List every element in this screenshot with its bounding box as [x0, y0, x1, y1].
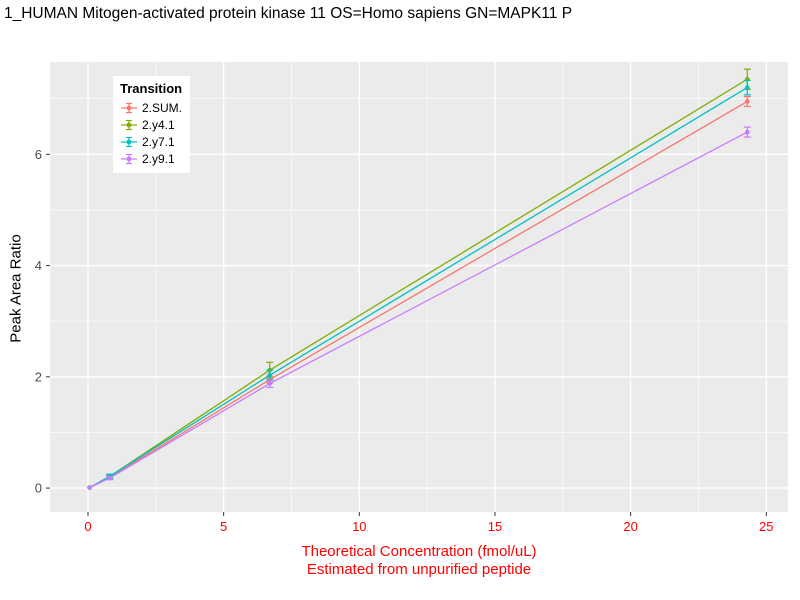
legend-entries: 2.SUM. 2.y4.1 2.y7.1 2.y9.1 [120, 99, 182, 167]
legend-key-icon [121, 136, 137, 147]
data-point [87, 485, 92, 490]
x-axis-title: Theoretical Concentration (fmol/uL) Esti… [50, 543, 788, 579]
y-tick-label: 2 [35, 369, 42, 384]
legend-key-icon [121, 153, 137, 164]
x-tick-label: 20 [623, 519, 637, 534]
legend: Transition 2.SUM. 2.y4.1 2.y7.1 2.y9.1 [113, 76, 191, 173]
legend-entry-label: 2.y9.1 [142, 151, 175, 166]
data-point [267, 372, 273, 378]
data-point [745, 85, 750, 90]
legend-entry: 2.SUM. [120, 99, 182, 116]
legend-title: Transition [120, 81, 183, 96]
data-point [745, 129, 750, 135]
x-axis-title-line1: Theoretical Concentration (fmol/uL) [301, 543, 537, 560]
series-line [89, 131, 748, 489]
series-line [89, 87, 748, 489]
x-tick-label: 10 [352, 519, 366, 534]
x-tick-label: 25 [759, 519, 773, 534]
x-tick-label: 15 [488, 519, 502, 534]
data-point [107, 475, 112, 481]
legend-entry-label: 2.SUM. [142, 100, 183, 115]
y-tick-label: 0 [35, 481, 42, 496]
legend-entry: 2.y9.1 [120, 150, 182, 167]
y-tick-label: 6 [35, 147, 42, 162]
legend-entry-label: 2.y4.1 [142, 117, 175, 132]
data-point [745, 99, 750, 104]
x-axis-title-line2: Estimated from unpurified peptide [306, 561, 532, 578]
legend-key-icon [121, 102, 137, 113]
legend-entry: 2.y7.1 [120, 133, 182, 150]
y-axis-title: Peak Area Ratio [7, 234, 25, 343]
x-tick-label: 0 [84, 519, 91, 534]
x-tick-label: 5 [220, 519, 227, 534]
legend-entry: 2.y4.1 [120, 116, 182, 133]
chart-title: 1_HUMAN Mitogen-activated protein kinase… [4, 5, 573, 22]
legend-key-icon [121, 119, 137, 130]
legend-entry-label: 2.y7.1 [142, 134, 175, 149]
y-tick-label: 4 [35, 258, 42, 273]
data-point [267, 381, 273, 386]
